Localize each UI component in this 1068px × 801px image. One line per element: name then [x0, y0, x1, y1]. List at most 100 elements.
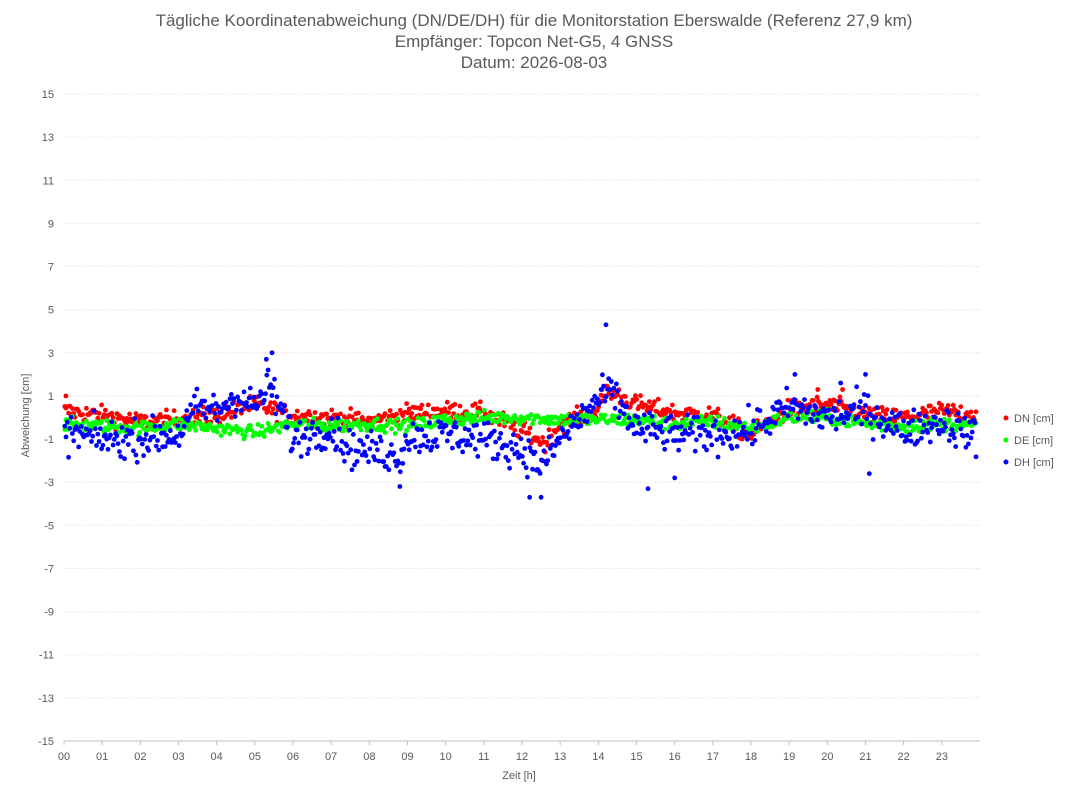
data-point [311, 415, 317, 421]
data-point [565, 429, 571, 434]
data-point [466, 427, 472, 433]
data-point [427, 420, 432, 426]
data-point [887, 416, 892, 422]
data-point [99, 419, 104, 424]
data-point [287, 413, 293, 419]
data-point [868, 421, 873, 426]
data-point [342, 424, 347, 429]
data-point [425, 438, 431, 444]
data-point [837, 421, 843, 427]
legend: DN [cm] DE [cm] DH [cm] [1003, 413, 1054, 469]
data-point [624, 404, 629, 409]
data-point [668, 413, 674, 419]
data-point [522, 446, 528, 451]
data-point [525, 474, 530, 480]
data-point [345, 450, 351, 456]
data-point [111, 437, 117, 442]
data-point [588, 409, 594, 415]
data-point [591, 405, 596, 411]
data-point [434, 444, 440, 449]
data-point [433, 437, 439, 442]
data-point [936, 431, 942, 437]
data-point [222, 429, 228, 435]
legend-label: DE [cm] [1014, 435, 1053, 447]
data-point [973, 409, 979, 415]
data-point [676, 447, 681, 453]
data-point [115, 441, 121, 446]
data-point [281, 409, 286, 415]
data-point [553, 443, 558, 448]
data-point [292, 436, 298, 441]
data-point [406, 447, 412, 453]
data-point [527, 425, 533, 431]
data-point [444, 399, 450, 405]
data-point [556, 440, 562, 446]
data-point [611, 385, 617, 391]
data-point [536, 414, 542, 420]
data-point [228, 392, 234, 397]
data-point [452, 402, 458, 407]
data-point [602, 412, 608, 418]
data-point [815, 387, 821, 392]
data-point [680, 431, 685, 437]
data-point [927, 439, 933, 445]
data-point [247, 423, 253, 428]
data-point [537, 471, 543, 476]
data-point [661, 407, 666, 413]
data-point [291, 440, 296, 446]
data-point [958, 404, 964, 410]
x-tick-label: 09 [401, 751, 413, 763]
data-point [950, 431, 956, 437]
data-point [863, 372, 868, 377]
data-point [312, 410, 318, 415]
data-point [472, 446, 478, 452]
data-point [915, 438, 920, 444]
data-point [356, 418, 361, 424]
x-tick-label: 08 [363, 751, 375, 763]
data-point [861, 392, 867, 397]
data-point [748, 435, 754, 441]
data-point [850, 406, 856, 411]
data-point [376, 458, 382, 464]
data-point [109, 419, 115, 425]
data-point [294, 408, 300, 414]
y-axis-ticks: 15 13 11 9 7 5 3 1 -1 -3 -5 -7 -9 -11 -13 -15 [38, 89, 54, 748]
data-point [456, 443, 462, 449]
data-point [615, 392, 620, 398]
data-point [297, 420, 303, 425]
data-point [527, 445, 533, 450]
data-point [925, 430, 931, 435]
data-point [329, 407, 335, 413]
data-point [131, 448, 136, 454]
data-point [377, 434, 383, 440]
x-tick-label: 06 [287, 751, 299, 763]
data-point [296, 440, 301, 446]
data-point [509, 446, 515, 452]
data-point [164, 407, 169, 413]
data-point [446, 410, 451, 415]
data-point [244, 400, 249, 405]
data-point [856, 404, 862, 410]
data-point [784, 385, 790, 391]
data-point [706, 430, 712, 436]
data-point [540, 435, 545, 440]
data-point [194, 415, 200, 420]
x-tick-label: 11 [478, 751, 489, 763]
data-point [317, 429, 323, 435]
data-point [89, 439, 94, 444]
data-point [659, 429, 665, 435]
data-point [109, 410, 115, 416]
x-tick-label: 04 [211, 751, 223, 763]
data-point [397, 484, 403, 489]
data-point [841, 420, 847, 426]
data-point [598, 387, 604, 392]
data-point [123, 434, 129, 439]
data-point [643, 438, 648, 444]
data-point [753, 425, 759, 431]
data-point [607, 387, 613, 392]
data-point [241, 389, 247, 395]
data-point [155, 438, 160, 443]
legend-marker [1003, 415, 1009, 421]
data-point [269, 350, 275, 356]
